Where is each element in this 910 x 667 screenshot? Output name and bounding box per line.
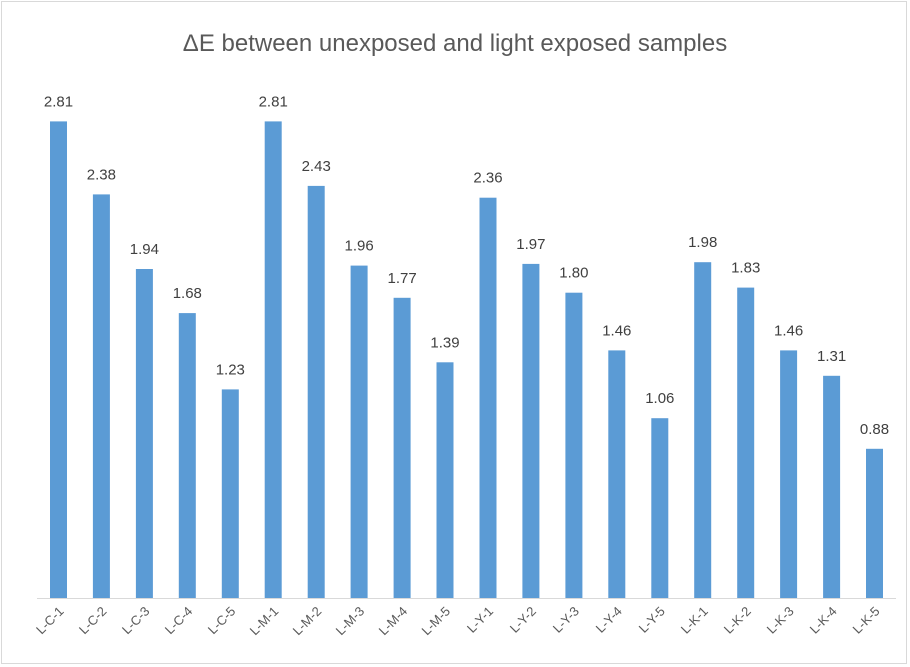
data-label-l-c-3: 1.94 bbox=[130, 241, 159, 258]
bar-l-y-2 bbox=[522, 263, 540, 598]
x-tick-label-l-m-2: L-M-2 bbox=[290, 604, 325, 639]
data-label-l-c-2: 2.38 bbox=[87, 166, 116, 183]
bar-l-k-2 bbox=[737, 287, 755, 598]
bar-l-m-1 bbox=[264, 121, 282, 599]
x-tick-label-l-c-3: L-C-3 bbox=[119, 604, 153, 638]
data-label-l-c-4: 1.68 bbox=[173, 285, 202, 302]
x-tick-label-l-c-1: L-C-1 bbox=[33, 604, 67, 638]
bar-l-c-5 bbox=[221, 389, 239, 598]
data-label-l-k-4: 1.31 bbox=[817, 348, 846, 365]
data-label-l-k-2: 1.83 bbox=[731, 260, 760, 277]
data-label-l-c-5: 1.23 bbox=[216, 361, 245, 378]
bar-l-k-3 bbox=[780, 350, 798, 598]
x-tick-label-l-c-5: L-C-5 bbox=[205, 604, 239, 638]
x-tick-label-l-k-4: L-K-4 bbox=[807, 604, 840, 637]
bar-l-c-4 bbox=[178, 313, 196, 598]
bar-l-m-2 bbox=[307, 185, 325, 598]
x-tick-label-l-y-2: L-Y-2 bbox=[507, 604, 539, 636]
bar-l-m-3 bbox=[350, 265, 368, 598]
bar-l-k-1 bbox=[694, 262, 712, 598]
x-tick-label-l-m-1: L-M-1 bbox=[247, 604, 282, 639]
bar-l-k-5 bbox=[866, 448, 883, 598]
bar-l-k-4 bbox=[823, 375, 841, 598]
data-label-l-y-4: 1.46 bbox=[602, 322, 631, 339]
x-tick-label-l-m-4: L-M-4 bbox=[376, 604, 411, 639]
data-label-l-k-5: 0.88 bbox=[860, 421, 889, 438]
bar-l-m-5 bbox=[436, 362, 454, 598]
data-label-l-m-4: 1.77 bbox=[387, 270, 416, 287]
data-label-l-m-3: 1.96 bbox=[344, 238, 373, 255]
data-label-l-y-5: 1.06 bbox=[645, 390, 674, 407]
x-tick-label-l-k-5: L-K-5 bbox=[850, 604, 883, 637]
data-label-l-y-2: 1.97 bbox=[516, 236, 545, 253]
bar-l-c-1 bbox=[50, 121, 67, 599]
x-tick-label-l-m-5: L-M-5 bbox=[419, 604, 454, 639]
x-tick-label-l-c-4: L-C-4 bbox=[162, 604, 196, 638]
bar-l-m-4 bbox=[393, 297, 411, 598]
data-label-l-m-2: 2.43 bbox=[302, 158, 331, 175]
data-label-l-y-3: 1.80 bbox=[559, 265, 588, 282]
bar-l-y-1 bbox=[479, 197, 497, 598]
data-label-l-k-3: 1.46 bbox=[774, 322, 803, 339]
x-tick-label-l-y-1: L-Y-1 bbox=[464, 604, 496, 636]
x-tick-label-l-y-3: L-Y-3 bbox=[550, 604, 582, 636]
bar-l-y-4 bbox=[608, 350, 626, 598]
x-tick-label-l-k-2: L-K-2 bbox=[721, 604, 754, 637]
data-label-l-m-1: 2.81 bbox=[259, 93, 288, 110]
data-label-l-y-1: 2.36 bbox=[473, 170, 502, 187]
x-tick-label-l-y-5: L-Y-5 bbox=[636, 604, 668, 636]
x-tick-label-l-k-1: L-K-1 bbox=[678, 604, 711, 637]
x-tick-label-l-k-3: L-K-3 bbox=[764, 604, 797, 637]
bar-l-y-5 bbox=[651, 418, 669, 598]
chart-title: ΔE between unexposed and light exposed s… bbox=[182, 30, 728, 57]
x-tick-label-l-c-2: L-C-2 bbox=[76, 604, 110, 638]
data-label-l-m-5: 1.39 bbox=[430, 334, 459, 351]
x-tick-label-l-y-4: L-Y-4 bbox=[593, 604, 625, 636]
bar-l-y-3 bbox=[565, 292, 583, 598]
bar-l-c-2 bbox=[92, 194, 110, 598]
data-label-l-k-1: 1.98 bbox=[688, 234, 717, 251]
bar-l-c-3 bbox=[135, 269, 153, 598]
x-tick-label-l-m-3: L-M-3 bbox=[333, 604, 368, 639]
data-label-l-c-1: 2.81 bbox=[44, 93, 73, 110]
